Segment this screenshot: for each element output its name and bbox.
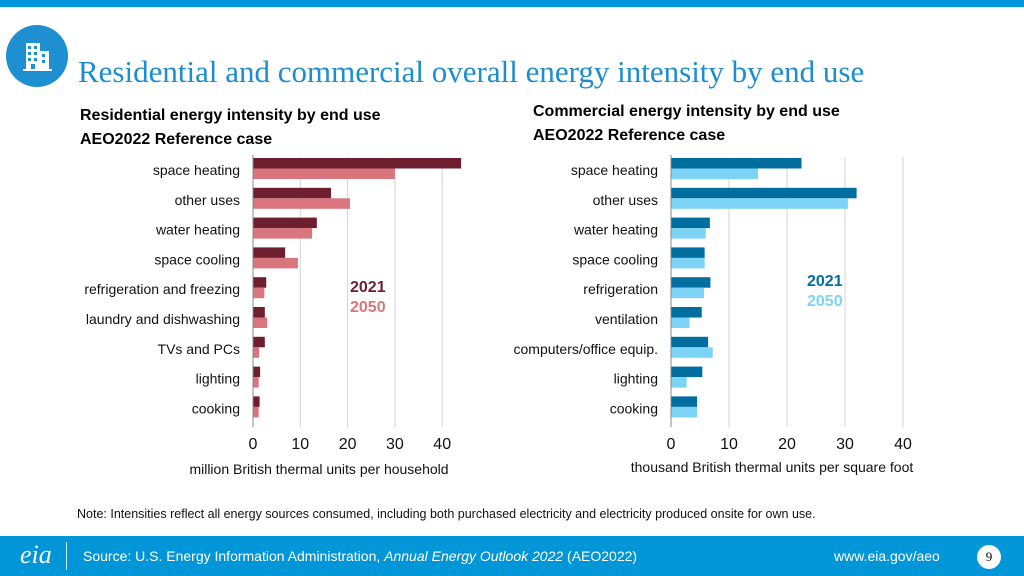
commercial-bar-2050 bbox=[671, 317, 690, 328]
residential-bar-2050 bbox=[253, 168, 395, 179]
residential-bar-2021 bbox=[253, 187, 332, 199]
commercial-bar-2050 bbox=[671, 287, 705, 299]
source-citation: Source: U.S. Energy Information Administ… bbox=[83, 548, 638, 564]
residential-category-label: water heating bbox=[155, 222, 240, 238]
commercial-bar-2021 bbox=[671, 307, 702, 318]
commercial-bar-2050 bbox=[671, 347, 713, 358]
residential-chart-title: Residential energy intensity by end use … bbox=[80, 107, 381, 148]
commercial-category-label: water heating bbox=[573, 222, 658, 238]
page-title: Residential and commercial overall energ… bbox=[78, 54, 865, 89]
commercial-category-label: space cooling bbox=[572, 251, 658, 267]
commercial-bar-2050 bbox=[671, 257, 705, 269]
residential-tick-label: 10 bbox=[291, 436, 309, 453]
commercial-bar-2021 bbox=[671, 366, 703, 378]
residential-bar-2050 bbox=[253, 228, 313, 239]
residential-bar-2050 bbox=[253, 198, 350, 209]
residential-category-label: space heating bbox=[153, 162, 240, 178]
residential-bar-2021 bbox=[253, 307, 265, 318]
page-number: 9 bbox=[977, 545, 1001, 569]
commercial-bar-2021 bbox=[671, 187, 857, 199]
commercial-bar-2021 bbox=[671, 336, 709, 348]
commercial-category-label: space heating bbox=[571, 162, 658, 178]
residential-tick-label: 30 bbox=[386, 436, 404, 453]
residential-bar-2050 bbox=[253, 287, 265, 299]
residential-bar-2050 bbox=[253, 347, 260, 358]
residential-category-label: lighting bbox=[196, 371, 240, 387]
commercial-x-axis-label: thousand British thermal units per squar… bbox=[631, 459, 914, 475]
residential-bar-2021 bbox=[253, 366, 261, 378]
commercial-bar-2021 bbox=[671, 158, 802, 169]
residential-bar-2050 bbox=[253, 257, 298, 269]
residential-tick-label: 40 bbox=[433, 436, 451, 453]
footer-bar bbox=[0, 536, 1024, 576]
commercial-category-label: ventilation bbox=[595, 311, 658, 327]
commercial-legend-2050: 2050 bbox=[807, 293, 843, 310]
building-icon bbox=[6, 25, 68, 87]
residential-bar-2021 bbox=[253, 247, 286, 258]
residential-bar-2050 bbox=[253, 317, 268, 328]
commercial-bar-2021 bbox=[671, 277, 711, 288]
residential-tick-label: 20 bbox=[339, 436, 357, 453]
residential-bar-2021 bbox=[253, 217, 317, 229]
commercial-bar-2021 bbox=[671, 396, 698, 407]
commercial-category-label: other uses bbox=[593, 192, 658, 208]
commercial-category-label: refrigeration bbox=[583, 281, 658, 297]
footer-url-link[interactable]: www.eia.gov/aeo bbox=[834, 548, 940, 564]
residential-bar-2021 bbox=[253, 158, 462, 169]
residential-category-label: TVs and PCs bbox=[158, 341, 240, 357]
residential-bar-2050 bbox=[253, 406, 259, 418]
commercial-bar-2050 bbox=[671, 377, 687, 388]
eia-logo[interactable]: eia bbox=[20, 540, 52, 569]
commercial-bar-2050 bbox=[671, 168, 758, 179]
commercial-bar-2021 bbox=[671, 247, 705, 258]
residential-category-label: laundry and dishwashing bbox=[86, 311, 240, 327]
commercial-bar-2021 bbox=[671, 217, 710, 229]
residential-category-label: cooking bbox=[192, 400, 240, 416]
residential-x-axis-label: million British thermal units per househ… bbox=[189, 461, 448, 477]
top-accent-bar bbox=[0, 0, 1024, 7]
commercial-category-label: computers/office equip. bbox=[514, 341, 659, 357]
commercial-tick-label: 0 bbox=[667, 436, 676, 453]
residential-category-label: refrigeration and freezing bbox=[84, 281, 240, 297]
residential-bar-2021 bbox=[253, 336, 265, 348]
commercial-category-label: cooking bbox=[610, 400, 658, 416]
bar-charts: space heating other uses water heating spac… bbox=[84, 155, 914, 477]
footnote: Note: Intensities reflect all energy sou… bbox=[77, 507, 816, 521]
commercial-tick-label: 40 bbox=[894, 436, 912, 453]
commercial-tick-label: 20 bbox=[778, 436, 796, 453]
residential-bar-2021 bbox=[253, 277, 267, 288]
commercial-chart-title: Commercial energy intensity by end use A… bbox=[533, 103, 840, 144]
commercial-bar-2050 bbox=[671, 198, 848, 209]
commercial-tick-label: 30 bbox=[836, 436, 854, 453]
residential-legend-2050: 2050 bbox=[350, 299, 386, 316]
residential-bar-2021 bbox=[253, 396, 260, 407]
commercial-bar-2050 bbox=[671, 406, 698, 418]
commercial-category-label: lighting bbox=[614, 371, 658, 387]
residential-tick-label: 0 bbox=[249, 436, 258, 453]
residential-bar-2050 bbox=[253, 377, 259, 388]
commercial-tick-label: 10 bbox=[720, 436, 738, 453]
residential-category-label: other uses bbox=[175, 192, 240, 208]
residential-legend-2021: 2021 bbox=[350, 279, 386, 296]
residential-category-label: space cooling bbox=[154, 251, 240, 267]
footer-divider bbox=[66, 542, 67, 570]
commercial-bar-2050 bbox=[671, 228, 706, 239]
commercial-legend-2021: 2021 bbox=[807, 273, 843, 290]
